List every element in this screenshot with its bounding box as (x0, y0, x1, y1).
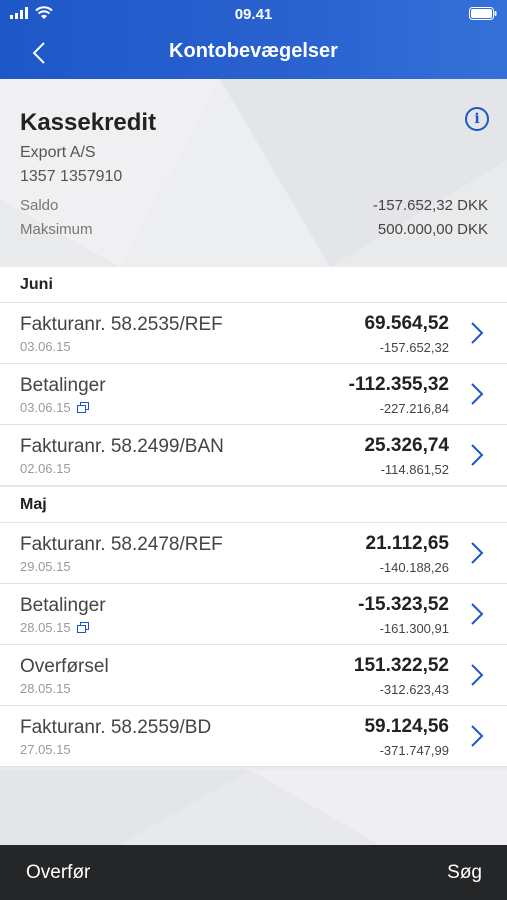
transaction-row[interactable]: Fakturanr. 58.2535/REF 03.06.15 69.564,5… (0, 303, 507, 364)
transfer-button[interactable]: Overfør (26, 862, 91, 883)
saldo-value: -157.652,32 DKK (372, 197, 488, 214)
transaction-balance: -371.747,99 (379, 743, 449, 758)
search-button[interactable]: Søg (447, 862, 482, 883)
status-time: 09.41 (234, 6, 273, 23)
top-bar: 09.41 Kontobevægelser (0, 0, 507, 79)
chevron-left-icon (33, 42, 45, 64)
transaction-date: 03.06.15 (20, 339, 71, 354)
transaction-row[interactable]: Overførsel 28.05.15 151.322,52 -312.623,… (0, 645, 507, 706)
bottom-toolbar: Overfør Søg (0, 845, 507, 900)
transaction-title: Overførsel (20, 656, 109, 677)
transaction-row[interactable]: Fakturanr. 58.2478/REF 29.05.15 21.112,6… (0, 523, 507, 584)
transaction-date: 29.05.15 (20, 559, 71, 574)
transaction-title: Fakturanr. 58.2499/BAN (20, 436, 224, 457)
back-button[interactable] (28, 40, 50, 66)
transaction-date: 27.05.15 (20, 742, 71, 757)
transaction-date: 02.06.15 (20, 461, 71, 476)
account-summary: Kassekredit i Export A/S 1357 1357910 Sa… (0, 79, 507, 267)
transaction-row[interactable]: Fakturanr. 58.2499/BAN 02.06.15 25.326,7… (0, 425, 507, 486)
section-header-juni: Juni (0, 267, 507, 303)
transaction-balance: -140.188,26 (379, 560, 449, 575)
transaction-balance: -114.861,52 (380, 462, 449, 477)
transaction-balance: -312.623,43 (379, 682, 449, 697)
transaction-title: Betalinger (20, 375, 106, 396)
transaction-amount: 69.564,52 (364, 313, 449, 334)
account-holder: Export A/S (20, 144, 96, 161)
info-button[interactable]: i (465, 107, 489, 131)
transaction-title: Fakturanr. 58.2559/BD (20, 717, 212, 738)
transaction-balance: -161.300,91 (379, 621, 449, 636)
copy-icon (76, 622, 89, 633)
chevron-right-icon (471, 542, 484, 564)
transaction-amount: 151.322,52 (353, 655, 449, 676)
chevron-right-icon (471, 603, 484, 625)
chevron-right-icon (471, 383, 484, 405)
account-name: Kassekredit (20, 109, 157, 136)
transaction-amount: -15.323,52 (358, 594, 449, 615)
chevron-right-icon (471, 444, 484, 466)
saldo-label: Saldo (20, 197, 59, 214)
transaction-date: 03.06.15 (20, 400, 71, 415)
copy-icon (76, 402, 89, 413)
wifi-icon (35, 6, 53, 19)
section-header-maj: Maj (0, 487, 507, 523)
status-bar: 09.41 (0, 0, 507, 28)
page-title: Kontobevægelser (169, 40, 338, 62)
transaction-date: 28.05.15 (20, 681, 71, 696)
transaction-row[interactable]: Fakturanr. 58.2559/BD 27.05.15 59.124,56… (0, 706, 507, 767)
transaction-balance: -227.216,84 (379, 401, 449, 416)
chevron-right-icon (471, 725, 484, 747)
transaction-amount: 59.124,56 (364, 716, 449, 737)
account-number: 1357 1357910 (20, 168, 123, 185)
chevron-right-icon (471, 664, 484, 686)
cellular-signal-icon (10, 7, 28, 19)
transaction-title: Betalinger (20, 595, 106, 616)
transaction-amount: -112.355,32 (348, 374, 449, 395)
transaction-row[interactable]: Betalinger 03.06.15 -112.355,32 -227.216… (0, 364, 507, 425)
transaction-date: 28.05.15 (20, 620, 71, 635)
transaction-balance: -157.652,32 (379, 340, 449, 355)
transaction-amount: 21.112,65 (365, 533, 449, 554)
maximum-label: Maksimum (20, 221, 93, 238)
chevron-right-icon (471, 322, 484, 344)
info-icon: i (474, 111, 480, 127)
transaction-row[interactable]: Betalinger 28.05.15 -15.323,52 -161.300,… (0, 584, 507, 645)
transaction-title: Fakturanr. 58.2478/REF (20, 534, 223, 555)
maximum-value: 500.000,00 DKK (377, 221, 488, 238)
transaction-title: Fakturanr. 58.2535/REF (20, 314, 223, 335)
battery-icon (469, 7, 497, 20)
transaction-amount: 25.326,74 (364, 435, 449, 456)
